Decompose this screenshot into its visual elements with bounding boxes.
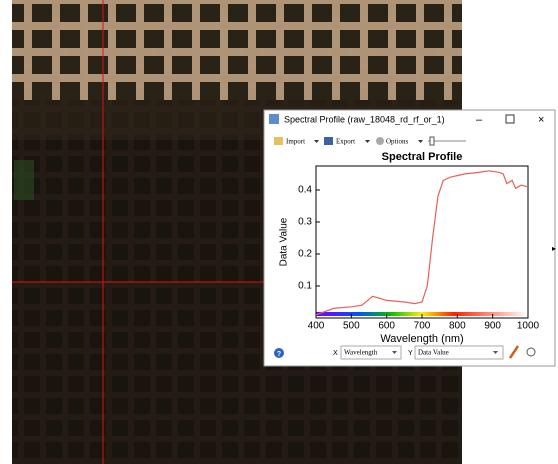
y-tick-label: 0.4 [298,185,312,196]
svg-text:?: ? [277,351,281,358]
x-tick-label: 400 [308,321,325,332]
options-menu[interactable]: Options [386,138,408,146]
x-tick-label: 800 [449,321,466,332]
x-tick-label: 500 [343,321,360,332]
spectral-window: Spectral Profile (raw_18048_rd_rf_or_1) … [263,109,556,367]
x-selector-label: X [333,350,338,357]
x-tick-label: 1000 [517,321,540,332]
help-icon[interactable] [274,348,284,358]
spectrum-line [315,170,529,316]
maximize-button[interactable] [505,114,515,124]
export-menu[interactable]: Export [336,138,355,146]
x-selector[interactable] [340,345,402,360]
window-title: Spectral Profile (raw_18048_rd_rf_or_1) [284,114,445,124]
side-arrow[interactable]: ▸ [552,244,556,253]
close-button[interactable]: × [538,114,544,126]
y-selector[interactable] [414,345,504,360]
x-tick-label: 700 [414,321,431,332]
y-tick-label: 0.1 [298,281,312,292]
x-selector-value: Wavelength [344,349,378,357]
y-axis-label: Data Value [279,217,290,266]
import-icon [274,137,283,145]
y-tick-label: 0.3 [298,217,312,228]
window-icon [269,114,279,124]
export-icon [324,137,333,145]
minimize-button[interactable]: – [476,114,483,126]
chart-title: Spectral Profile [382,151,463,163]
color-tool[interactable] [508,345,520,359]
x-tick-label: 900 [484,321,501,332]
options-icon [376,137,384,145]
x-tick-label: 600 [378,321,395,332]
import-menu[interactable]: Import [286,138,305,146]
chart: Spectral Profile Wavelength (nm) Data Va… [279,151,540,345]
x-axis-label: Wavelength (nm) [380,333,463,345]
reset-icon[interactable] [526,347,536,357]
y-tick-label: 0.2 [298,249,312,260]
y-selector-label: Y [408,350,413,357]
y-selector-value: Data Value [418,349,449,357]
